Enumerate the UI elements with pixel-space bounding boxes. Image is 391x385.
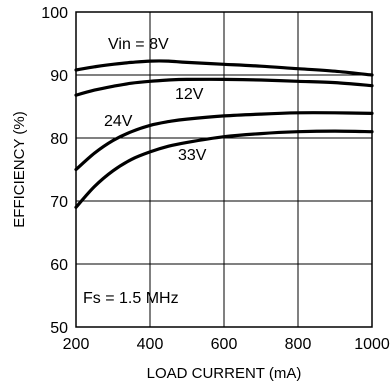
y-tick-label-50: 50 [50,320,68,337]
y-axis-title: EFFICIENCY (%) [11,111,28,227]
series-label-2: 24V [104,113,133,130]
series-line-0 [74,59,374,77]
x-tick-label-1000: 1000 [354,336,390,353]
frequency-annotation: Fs = 1.5 MHz [83,290,179,307]
tick-label-layer: 200 400 600 800 1000 50 60 70 80 90 100 [41,5,390,353]
series-layer [74,59,374,209]
series-label-3: 33V [178,147,207,164]
y-tick-label-80: 80 [50,131,68,148]
x-tick-label-400: 400 [137,336,164,353]
series-label-1: 12V [175,86,204,103]
series-label-0: Vin = 8V [108,36,169,53]
x-tick-label-200: 200 [63,336,90,353]
grid-layer [76,12,372,327]
series-line-3 [74,129,374,209]
x-axis-title: LOAD CURRENT (mA) [147,365,302,382]
series-label-layer: Vin = 8V 12V 24V 33V [104,36,207,164]
y-tick-label-90: 90 [50,68,68,85]
y-tick-label-70: 70 [50,194,68,211]
plot-frame [75,11,373,328]
series-line-1 [74,77,374,97]
y-tick-label-60: 60 [50,257,68,274]
y-tick-label-100: 100 [41,5,68,22]
x-tick-label-600: 600 [211,336,238,353]
x-tick-label-800: 800 [285,336,312,353]
series-line-2 [74,111,374,172]
